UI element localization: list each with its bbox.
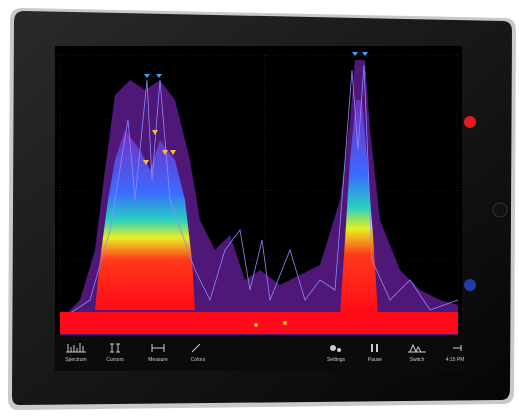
ipad-screenshot: Spectrum Cursors Measure Colors Settings… xyxy=(0,0,519,415)
toolbar-button[interactable]: Spectrum xyxy=(65,357,86,363)
page: {"toolbar": {"buttons": ["Spectrum", "Cu… xyxy=(0,0,519,415)
toolbar-button[interactable]: Cursors xyxy=(106,357,124,363)
toolbar-button[interactable]: Settings xyxy=(327,357,346,363)
status-time: 4:15 PM xyxy=(446,357,465,363)
blue-handle[interactable] xyxy=(464,279,476,291)
toolbar-button[interactable]: Switch xyxy=(410,357,425,363)
toolbar-button[interactable]: Pause xyxy=(368,357,382,363)
home-button[interactable] xyxy=(493,203,507,217)
toolbar-button[interactable]: Measure xyxy=(148,357,168,363)
red-handle[interactable] xyxy=(464,116,476,128)
toolbar-button[interactable]: Colors xyxy=(191,357,206,363)
toolbar xyxy=(55,335,462,371)
noise-floor xyxy=(60,312,458,334)
